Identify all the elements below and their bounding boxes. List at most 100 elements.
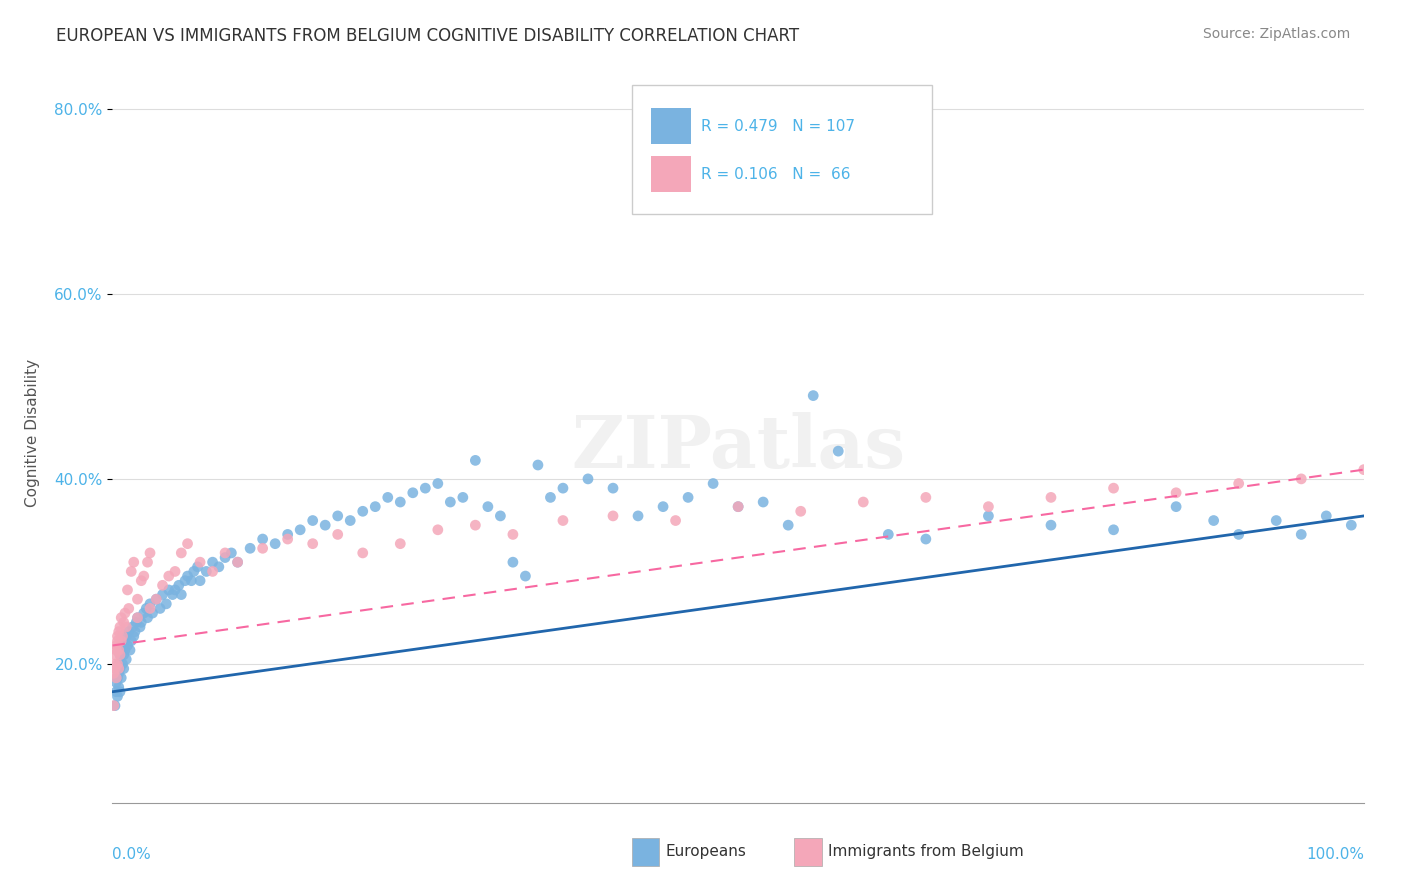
Point <box>176 536 198 550</box>
Point <box>117 582 139 597</box>
Point <box>136 555 159 569</box>
Point <box>226 555 249 569</box>
Point <box>105 671 128 685</box>
Point <box>290 523 312 537</box>
Point <box>1202 514 1225 528</box>
Point <box>108 685 131 699</box>
FancyBboxPatch shape <box>651 108 690 144</box>
Point <box>426 476 449 491</box>
Point <box>277 527 299 541</box>
Point <box>464 453 486 467</box>
Text: ZIPatlas: ZIPatlas <box>571 412 905 483</box>
Point <box>301 514 323 528</box>
Point <box>103 666 125 681</box>
Point <box>977 508 1000 523</box>
Point <box>226 555 249 569</box>
Point <box>174 574 197 588</box>
Point <box>107 657 129 671</box>
Point <box>208 559 231 574</box>
Point <box>214 550 236 565</box>
Point <box>124 624 146 639</box>
Point <box>201 565 224 579</box>
Point <box>1291 472 1313 486</box>
Text: 0.0%: 0.0% <box>112 847 152 863</box>
Point <box>132 569 155 583</box>
Point <box>117 639 139 653</box>
Point <box>107 657 129 671</box>
Point <box>145 592 167 607</box>
Point <box>464 518 486 533</box>
Point <box>576 472 599 486</box>
Point <box>132 606 155 620</box>
Point <box>201 555 224 569</box>
Point <box>1164 485 1187 500</box>
Point <box>180 574 202 588</box>
Point <box>163 582 186 597</box>
Point <box>790 504 813 518</box>
Point <box>727 500 749 514</box>
Point <box>107 671 129 685</box>
Point <box>439 495 461 509</box>
Point <box>127 592 149 607</box>
Point <box>1039 491 1063 505</box>
Point <box>915 491 938 505</box>
Point <box>149 601 172 615</box>
Point <box>676 491 699 505</box>
Point <box>827 444 849 458</box>
Point <box>1353 462 1375 476</box>
Point <box>122 555 145 569</box>
Point <box>110 671 132 685</box>
Point <box>105 685 128 699</box>
Point <box>107 690 129 704</box>
Point <box>115 629 138 643</box>
Text: EUROPEAN VS IMMIGRANTS FROM BELGIUM COGNITIVE DISABILITY CORRELATION CHART: EUROPEAN VS IMMIGRANTS FROM BELGIUM COGN… <box>56 27 800 45</box>
Point <box>527 458 550 472</box>
Point <box>152 578 174 592</box>
Point <box>136 610 159 624</box>
FancyBboxPatch shape <box>631 85 932 214</box>
Point <box>778 518 800 533</box>
Point <box>141 606 163 620</box>
Text: 100.0%: 100.0% <box>1306 847 1364 863</box>
Point <box>157 582 180 597</box>
Point <box>752 495 775 509</box>
Point <box>187 559 209 574</box>
Point <box>551 481 574 495</box>
Point <box>326 527 349 541</box>
Point <box>915 532 938 546</box>
Point <box>105 639 128 653</box>
Point <box>877 527 900 541</box>
Point <box>239 541 262 556</box>
Point <box>1291 527 1313 541</box>
Point <box>110 610 132 624</box>
Point <box>107 666 129 681</box>
Point <box>183 565 205 579</box>
Point <box>112 648 135 662</box>
Point <box>145 592 167 607</box>
Text: Europeans: Europeans <box>665 844 747 859</box>
Point <box>115 620 138 634</box>
Point <box>121 620 143 634</box>
Point <box>176 569 198 583</box>
Point <box>502 527 524 541</box>
Point <box>122 629 145 643</box>
Point <box>139 597 162 611</box>
Point <box>389 495 412 509</box>
Point <box>477 500 499 514</box>
Point <box>1315 508 1337 523</box>
Point <box>252 541 274 556</box>
Point <box>1227 476 1250 491</box>
Point <box>139 546 162 560</box>
Point <box>264 536 287 550</box>
Point <box>801 389 824 403</box>
Point <box>170 546 193 560</box>
Point <box>1102 481 1125 495</box>
Point <box>602 481 624 495</box>
Point <box>1265 514 1288 528</box>
Point <box>167 578 190 592</box>
Point <box>107 633 129 648</box>
Point <box>188 574 211 588</box>
Point <box>664 514 686 528</box>
Point <box>104 657 127 671</box>
Point <box>129 615 152 630</box>
